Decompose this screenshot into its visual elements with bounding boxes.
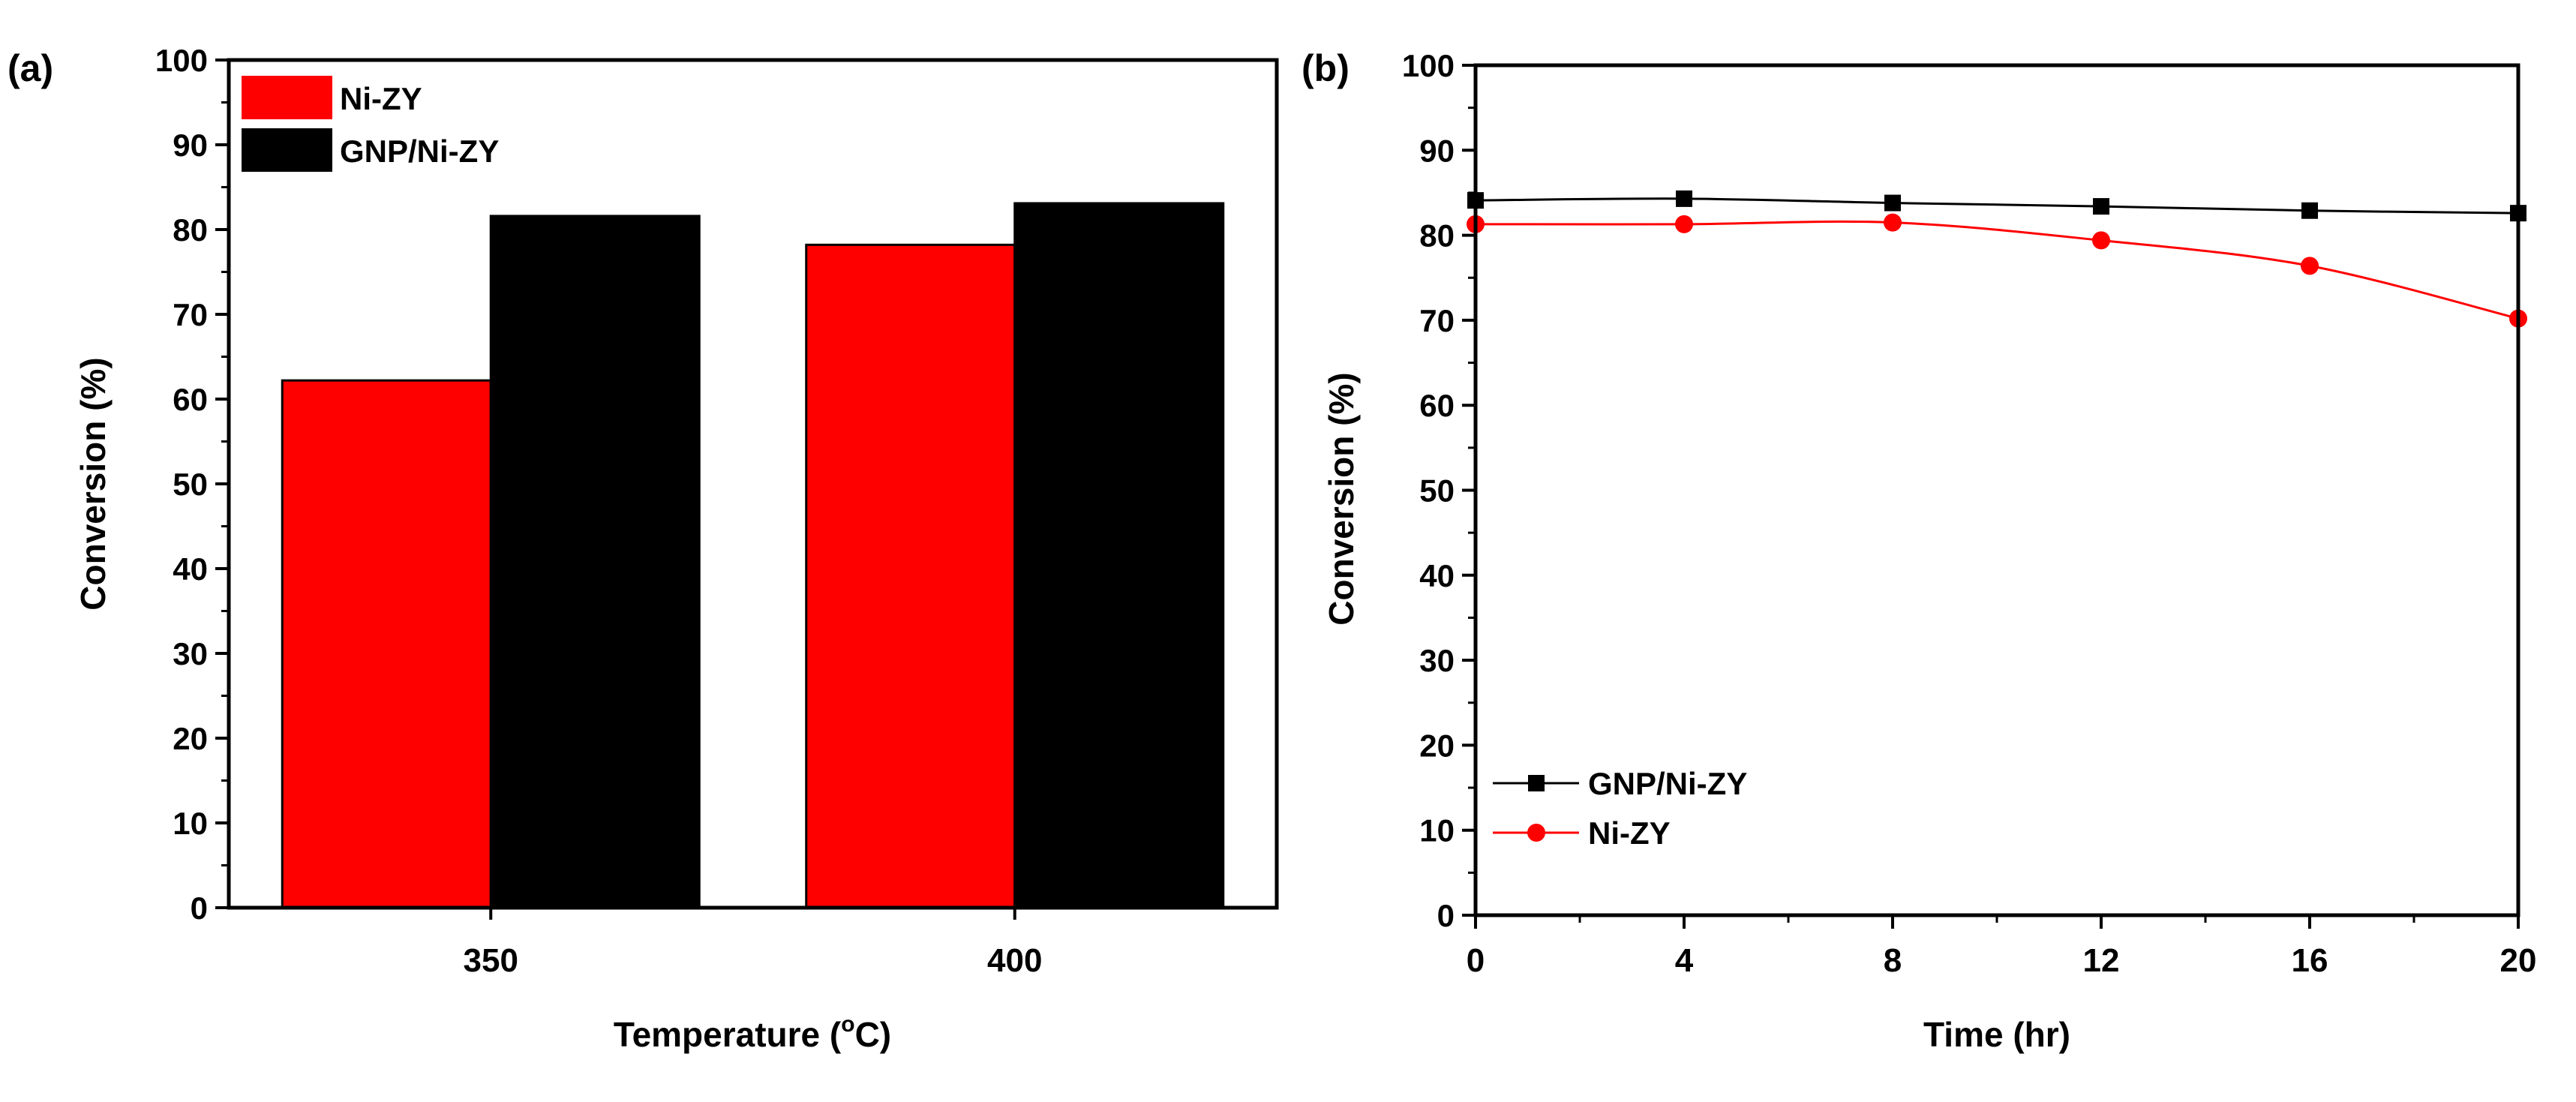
chart-b-legend-label-gnp-ni-zy: GNP/Ni-ZY <box>1588 766 1747 801</box>
chart-a-y-axis-title: Conversion (%) <box>74 357 113 610</box>
chart-b-line-gnp-ni-zy <box>1475 197 2519 215</box>
chart-a-bar-gnp-ni-zy-400 <box>1013 202 1225 909</box>
chart-b-point-gnp-ni-zy-16 <box>2301 202 2318 219</box>
chart-b-point-ni-zy-4 <box>1675 215 1693 233</box>
chart-a-y-tick-label: 100 <box>155 43 208 78</box>
chart-b-x-tick-label: 16 <box>2292 942 2328 979</box>
chart-a-x-tick-label: 350 <box>464 942 518 979</box>
chart-a-y-tick-label: 10 <box>173 806 208 841</box>
chart-a-bar-gnp-ni-zy-350 <box>489 215 701 909</box>
chart-b-legend-marker-gnp-ni-zy <box>1528 775 1545 791</box>
chart-b-x-tick-label: 8 <box>1884 942 1902 979</box>
chart-a-y-tick-label: 30 <box>173 636 208 671</box>
chart-a-y-tick-label: 80 <box>173 212 208 248</box>
chart-b-legend-label-ni-zy: Ni-ZY <box>1588 815 1671 851</box>
chart-b-y-axis: 0 10 20 30 40 50 60 70 80 90 100 <box>1402 48 1476 933</box>
chart-b-y-tick-label: 60 <box>1419 388 1455 423</box>
chart-b-y-tick-label: 40 <box>1419 558 1455 593</box>
chart-a-y-axis: 0 10 20 30 40 50 60 70 80 90 100 <box>155 43 229 926</box>
chart-a-bars <box>281 202 1225 909</box>
chart-b-x-axis-title: Time (hr) <box>1923 1015 2070 1054</box>
chart-b-point-gnp-ni-zy-12 <box>2093 198 2109 215</box>
chart-b-point-gnp-ni-zy-8 <box>1884 194 1901 212</box>
chart-b-y-tick-label: 80 <box>1419 218 1455 254</box>
chart-b-y-tick-label: 10 <box>1419 813 1455 848</box>
chart-b-y-tick-label: 50 <box>1419 473 1455 509</box>
chart-b-point-ni-zy-12 <box>2092 231 2110 250</box>
chart-a-panel-label: (a) <box>8 47 53 89</box>
chart-a-y-tick-label: 20 <box>173 721 208 756</box>
chart-b-x-tick-label: 0 <box>1467 942 1485 979</box>
chart-b-point-gnp-ni-zy-4 <box>1676 190 1692 207</box>
chart-a-x-axis-title: Temperature (oC) <box>614 1012 891 1054</box>
chart-b-y-tick-label: 0 <box>1437 898 1455 933</box>
chart-a-x-axis: 350 400 <box>464 908 1042 979</box>
chart-a-y-tick-label: 60 <box>173 382 208 417</box>
chart-b-y-tick-label: 70 <box>1419 303 1455 338</box>
chart-b-point-ni-zy-16 <box>2301 257 2319 275</box>
chart-b-legend: GNP/Ni-ZY Ni-ZY <box>1493 766 1747 851</box>
chart-b-x-axis: 0 4 8 12 16 20 <box>1467 915 2537 979</box>
chart-b-point-ni-zy-8 <box>1884 213 1902 232</box>
chart-a-x-tick-label: 400 <box>987 942 1042 979</box>
chart-b-x-tick-label: 4 <box>1675 942 1694 979</box>
chart-b-x-tick-label: 12 <box>2083 942 2120 979</box>
chart-b: (b) 0 10 20 30 40 50 60 70 80 90 100 0 4 8 12 16 20 Con… <box>1302 47 2536 1054</box>
chart-a: (a) 0 10 20 30 40 50 60 70 80 90 100 350 400 Conver… <box>8 43 1279 1054</box>
chart-a-y-tick-label: 90 <box>173 128 208 163</box>
chart-a-frame <box>227 58 1279 910</box>
chart-b-y-tick-label: 30 <box>1419 643 1455 678</box>
chart-b-y-axis-title: Conversion (%) <box>1322 372 1361 625</box>
chart-a-legend-label-ni-zy: Ni-ZY <box>340 81 422 116</box>
chart-a-y-tick-label: 40 <box>173 551 208 587</box>
chart-a-y-tick-label: 0 <box>191 890 208 926</box>
chart-a-y-tick-label: 50 <box>173 467 208 502</box>
chart-a-bar-ni-zy-400 <box>805 243 1016 909</box>
chart-b-panel-label: (b) <box>1302 47 1350 89</box>
chart-a-bar-ni-zy-350 <box>281 379 492 909</box>
chart-b-y-tick-label: 20 <box>1419 728 1455 763</box>
chart-b-legend-marker-ni-zy <box>1527 824 1545 842</box>
chart-b-y-tick-label: 90 <box>1419 133 1455 168</box>
chart-b-line-ni-zy <box>1475 220 2519 320</box>
chart-a-legend: Ni-ZY GNP/Ni-ZY <box>242 76 499 172</box>
chart-a-legend-swatch-gnp-ni-zy <box>242 128 332 172</box>
chart-a-legend-label-gnp-ni-zy: GNP/Ni-ZY <box>340 134 499 169</box>
chart-a-legend-swatch-ni-zy <box>242 76 332 119</box>
chart-b-frame <box>1473 63 2520 917</box>
chart-b-y-tick-label: 100 <box>1402 48 1455 83</box>
chart-b-x-tick-label: 20 <box>2500 942 2537 979</box>
chart-a-y-tick-label: 70 <box>173 297 208 332</box>
